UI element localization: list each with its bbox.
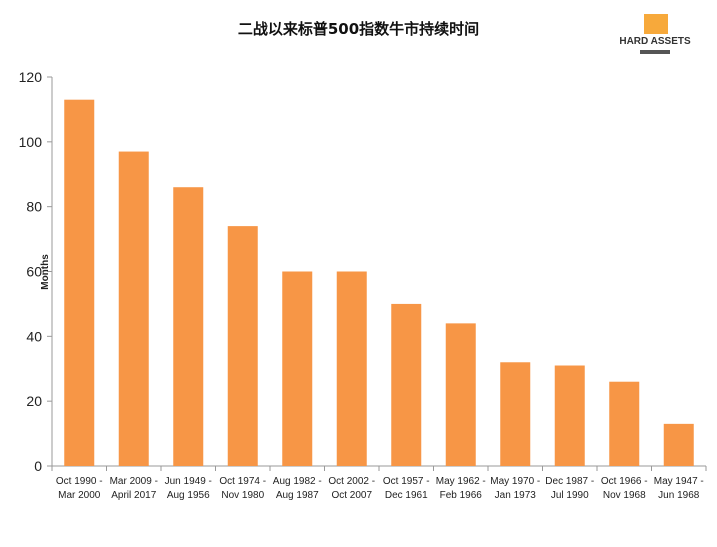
logo-subbar — [640, 50, 670, 54]
bar — [554, 365, 585, 466]
x-tick-label: Aug 1956 — [167, 490, 210, 501]
bar — [282, 271, 313, 466]
x-tick-label: Nov 1968 — [603, 490, 646, 501]
bar — [445, 323, 476, 466]
logo-mark-icon — [644, 14, 668, 34]
bar — [609, 381, 640, 466]
bar — [64, 99, 95, 467]
x-tick-label: Oct 2002 - — [328, 476, 375, 487]
x-tick-label: Aug 1987 — [276, 490, 319, 501]
x-tick-label: Oct 1974 - — [219, 476, 266, 487]
y-tick-label: 100 — [19, 134, 43, 150]
x-tick-label: Dec 1987 - — [545, 476, 594, 487]
x-tick-label: Jun 1968 — [658, 490, 700, 501]
x-tick-label: Jul 1990 — [551, 490, 589, 501]
y-tick-label: 60 — [26, 264, 42, 280]
x-tick-label: Jun 1949 - — [165, 476, 212, 487]
x-tick-label: Aug 1982 - — [273, 476, 322, 487]
bar — [173, 187, 204, 466]
x-tick-label: Dec 1961 — [385, 490, 428, 501]
x-tick-label: Feb 1966 — [440, 490, 483, 501]
y-tick-label: 20 — [26, 393, 42, 409]
x-tick-label: Oct 1966 - — [601, 476, 648, 487]
bar — [500, 362, 531, 466]
logo-text: HARD ASSETS — [619, 36, 691, 47]
y-tick-label: 80 — [26, 199, 42, 215]
hard-assets-logo: HARD ASSETS — [612, 14, 698, 60]
x-tick-label: Oct 1957 - — [383, 476, 430, 487]
bar — [663, 423, 694, 466]
y-axis-label: Months — [40, 254, 51, 290]
x-tick-label: Mar 2009 - — [110, 476, 158, 487]
x-tick-label: Oct 2007 — [331, 490, 372, 501]
x-tick-label: May 1970 - — [490, 476, 540, 487]
chart-title: 二战以来标普500指数牛市持续时间 — [237, 20, 480, 38]
bar — [118, 151, 149, 466]
x-tick-label: April 2017 — [111, 490, 156, 501]
y-tick-label: 0 — [34, 458, 42, 474]
x-tick-label: May 1947 - — [654, 476, 704, 487]
x-tick-label: Oct 1990 - — [56, 476, 103, 487]
y-tick-label: 40 — [26, 328, 42, 344]
bar — [227, 226, 258, 466]
x-tick-label: May 1962 - — [436, 476, 486, 487]
bar — [336, 271, 367, 466]
x-tick-label: Mar 2000 — [58, 490, 101, 501]
x-tick-label: Jan 1973 — [495, 490, 537, 501]
bar — [391, 303, 422, 466]
x-tick-label: Nov 1980 — [221, 490, 264, 501]
y-tick-label: 120 — [19, 69, 43, 85]
